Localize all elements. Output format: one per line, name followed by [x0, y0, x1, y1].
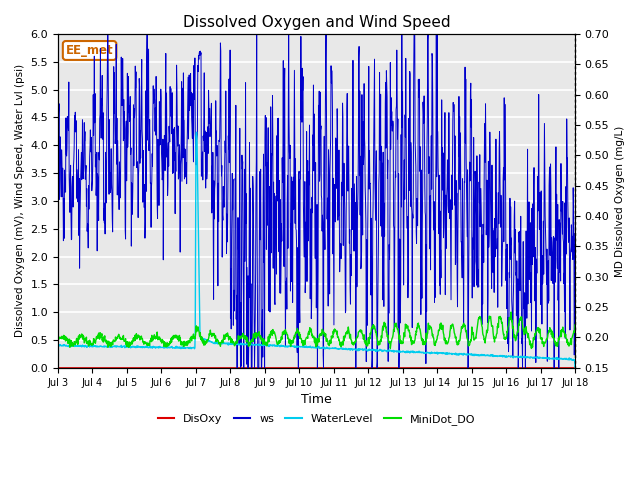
Legend: DisOxy, ws, WaterLevel, MiniDot_DO: DisOxy, ws, WaterLevel, MiniDot_DO — [153, 409, 480, 429]
Y-axis label: MD Dissolved Oxygen (mg/L): MD Dissolved Oxygen (mg/L) — [615, 125, 625, 276]
X-axis label: Time: Time — [301, 393, 332, 406]
Text: EE_met: EE_met — [66, 44, 113, 57]
Y-axis label: Dissolved Oxygen (mV), Wind Speed, Water Lvl (psi): Dissolved Oxygen (mV), Wind Speed, Water… — [15, 64, 25, 337]
Title: Dissolved Oxygen and Wind Speed: Dissolved Oxygen and Wind Speed — [182, 15, 451, 30]
